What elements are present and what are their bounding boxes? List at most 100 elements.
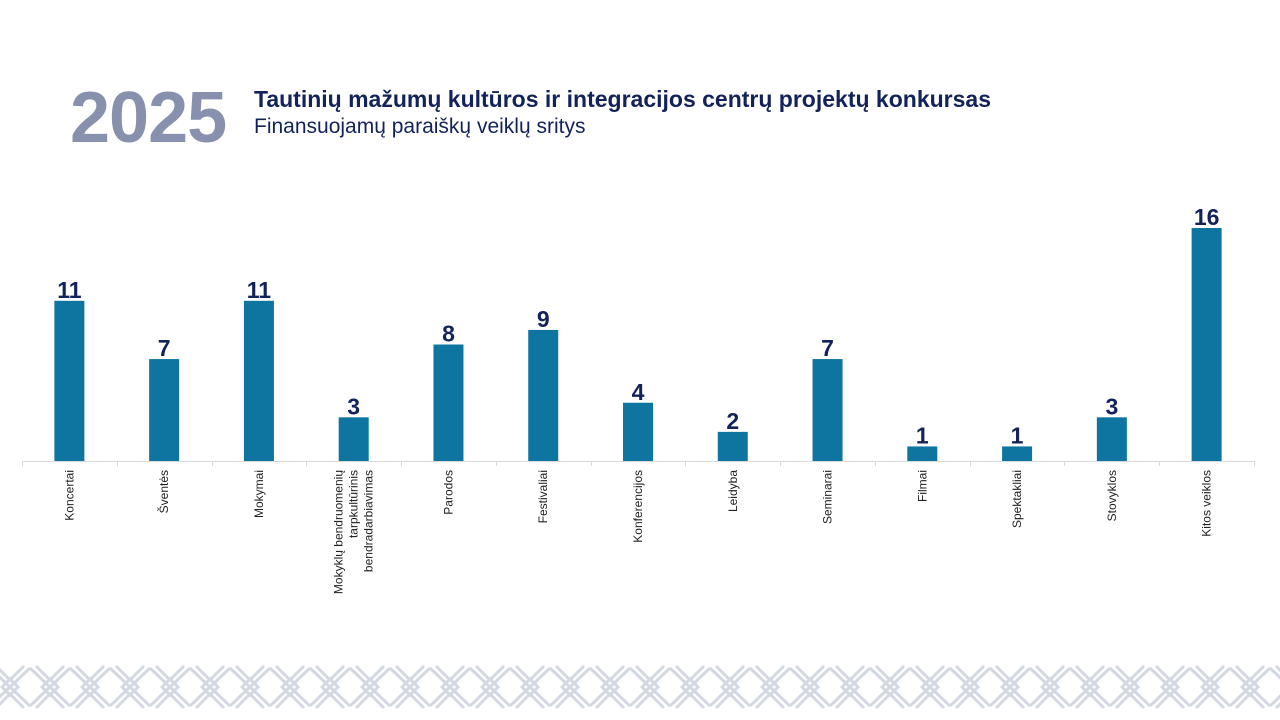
category-label: Kitos veiklos [1200, 470, 1214, 537]
ornament-tile [548, 664, 592, 710]
category-label-line: Kitos veiklos [1200, 470, 1214, 537]
category-label-line: Koncertai [62, 470, 76, 521]
ornament-stroke [1199, 676, 1221, 698]
ornament-stroke [79, 676, 101, 698]
ornament-tile [468, 664, 512, 710]
ornament-stroke [127, 666, 152, 708]
ornament-tile [668, 664, 712, 710]
bar [338, 417, 369, 461]
ornament-stroke [247, 666, 272, 708]
category-label: Mokyklų bendruomenių tarpkultūrinis bendra… [332, 470, 376, 594]
category-label-line: Parodos [441, 470, 455, 515]
ornament-stroke [599, 676, 621, 698]
category-label-line: Festivaliai [536, 470, 550, 523]
bar-value-label: 1 [916, 422, 929, 448]
ornament-stroke [39, 676, 61, 698]
category-label: Konferencijos [631, 470, 645, 543]
bar-value-label: 7 [158, 335, 171, 361]
ornament-stroke [1119, 676, 1141, 698]
ornament-stroke [639, 676, 661, 698]
bar [1191, 228, 1222, 461]
ornament-stroke [1239, 676, 1261, 698]
ornament-tile [628, 664, 672, 710]
ornament-stroke [1207, 666, 1232, 708]
ornament-stroke [1047, 666, 1072, 708]
ornament-tile [308, 664, 352, 710]
bar-value-label: 8 [442, 321, 455, 347]
ornament-stroke [887, 666, 912, 708]
bar-value-label: 11 [247, 277, 272, 303]
bar-value-label: 3 [1105, 393, 1118, 419]
chart-subtitle: Finansuojamų paraiškų veiklų sritys [254, 115, 586, 138]
ornament-tile [1028, 664, 1072, 710]
category-label: Seminarai [821, 470, 835, 524]
ornament-stroke [927, 666, 952, 708]
chart-title: Tautinių mažumų kultūros ir integracijos… [254, 86, 991, 112]
ornament-tile [708, 664, 752, 710]
bar-value-label: 2 [726, 408, 739, 434]
decorative-pattern-band [0, 664, 1280, 710]
ornament-tile [828, 664, 872, 710]
ornament-stroke [279, 676, 301, 698]
category-label-line: Spektakliai [1010, 470, 1024, 528]
category-label-line: Seminarai [821, 470, 835, 524]
category-label: Koncertai [62, 470, 76, 521]
ornament-tile [1188, 664, 1232, 710]
ornament-stroke [759, 676, 781, 698]
ornament-tile [948, 664, 992, 710]
ornament-tile [908, 664, 952, 710]
ornament-stroke [87, 666, 112, 708]
ornament-stroke [687, 666, 712, 708]
ornament-stroke [479, 676, 501, 698]
ornament-stroke [567, 666, 592, 708]
ornament-tile [188, 664, 232, 710]
ornament-tile [428, 664, 472, 710]
ornament-tile [748, 664, 792, 710]
category-label-line: Konferencijos [631, 470, 645, 543]
category-label-line: Šventės [156, 470, 171, 513]
ornament-stroke [679, 676, 701, 698]
ornament-tile [228, 664, 272, 710]
ornament-tile [868, 664, 912, 710]
bar [1002, 446, 1033, 461]
bar-value-label: 11 [57, 277, 82, 303]
bar [623, 402, 653, 461]
ornament-stroke [999, 676, 1021, 698]
category-label-line: Filmai [915, 470, 929, 502]
bar [149, 359, 180, 461]
ornament-tile [588, 664, 632, 710]
bar [433, 344, 464, 461]
ornament-stroke [7, 666, 32, 708]
ornament-tile [388, 664, 432, 710]
category-label: Leidyba [726, 470, 740, 512]
bar-value-label: 4 [632, 379, 645, 405]
ornament-stroke [1127, 666, 1152, 708]
bar-value-label: 1 [1011, 422, 1024, 448]
ornament-stroke [767, 666, 792, 708]
ornament-tile [0, 664, 32, 710]
bar [717, 431, 748, 461]
ornament-stroke [1007, 666, 1032, 708]
ornament-stroke [919, 676, 941, 698]
ornament-stroke [607, 666, 632, 708]
ornament-stroke [1268, 666, 1280, 708]
category-label: Spektakliai [1010, 470, 1024, 528]
ornament-stroke [719, 676, 741, 698]
ornament-stroke [167, 666, 192, 708]
ornament-stroke [967, 666, 992, 708]
bar [54, 300, 85, 461]
ornament-tile [148, 664, 192, 710]
category-label: Stovyklos [1105, 470, 1119, 521]
bar-value-label: 3 [347, 393, 360, 419]
bar-value-label: 9 [537, 306, 550, 332]
ornament-stroke [799, 676, 821, 698]
ornament-stroke [327, 666, 352, 708]
ornament-stroke [1087, 666, 1112, 708]
bar [243, 300, 274, 461]
ornament-tile [1068, 664, 1112, 710]
bar-value-label: 16 [1194, 204, 1220, 230]
ornament-stroke [1247, 666, 1272, 708]
ornament-stroke [47, 666, 72, 708]
bar [812, 359, 843, 461]
ornament-stroke [487, 666, 512, 708]
